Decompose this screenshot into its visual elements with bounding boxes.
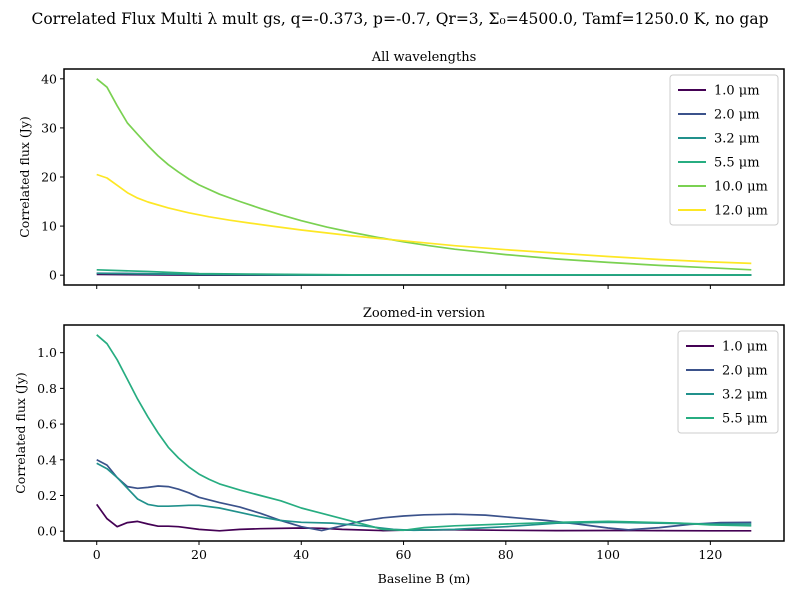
figure-suptitle: Correlated Flux Multi λ mult gs, q=-0.37…	[31, 10, 769, 28]
x-tick-label: 0	[93, 547, 101, 562]
legend-label: 1.0 μm	[722, 340, 768, 355]
x-tick-label: 100	[596, 547, 620, 562]
y-tick-label: 0.6	[37, 417, 57, 432]
series-line-3	[96, 462, 752, 532]
chart-panel-2: Zoomed-in version 0 20 40 60 80 100 120 0.0 0.2 0.…	[13, 306, 785, 586]
legend-label: 1.0 μm	[714, 84, 760, 99]
series-group	[96, 334, 752, 532]
legend-label: 3.2 μm	[722, 388, 768, 403]
chart-title: Zoomed-in version	[363, 306, 486, 321]
legend-label: 5.5 μm	[714, 156, 760, 171]
legend-label: 12.0 μm	[714, 204, 768, 219]
x-tick-label: 40	[293, 547, 309, 562]
series-line-1	[96, 503, 752, 532]
series-line-4	[96, 334, 752, 532]
x-tick-label: 120	[698, 547, 722, 562]
x-tick-label: 20	[191, 547, 207, 562]
y-tick-label: 0	[49, 268, 57, 283]
series-line-5	[96, 78, 752, 271]
x-tick-label: 60	[396, 547, 412, 562]
y-tick-label: 0.0	[37, 524, 57, 539]
y-tick-label: 40	[41, 71, 57, 86]
x-tick-label: 80	[498, 547, 514, 562]
legend: 1.0 μm 2.0 μm 3.2 μm 5.5 μm	[677, 330, 779, 434]
series-line-6	[96, 173, 752, 265]
plot-frame	[63, 324, 785, 542]
y-tick-label: 1.0	[37, 345, 57, 360]
legend-box	[669, 74, 779, 226]
y-tick-label: 0.4	[37, 452, 57, 467]
y-axis-label: Correlated flux (Jy)	[13, 372, 28, 494]
y-tick-label: 20	[41, 170, 57, 185]
y-tick-label: 0.8	[37, 381, 57, 396]
legend-label: 2.0 μm	[722, 364, 768, 379]
legend-label: 5.5 μm	[722, 412, 768, 427]
y-tick-label: 30	[41, 120, 57, 135]
legend-label: 2.0 μm	[714, 108, 760, 123]
y-tick-label: 10	[41, 219, 57, 234]
series-line-4	[96, 268, 752, 277]
legend: 1.0 μm 2.0 μm 3.2 μm 5.5 μm 10.0 μm 12.0 μm	[669, 74, 779, 226]
legend-box	[677, 330, 779, 434]
chart-title: All wavelengths	[371, 50, 477, 65]
series-group	[96, 78, 752, 277]
y-tick-label: 0.2	[37, 488, 57, 503]
series-line-2	[96, 459, 752, 532]
y-axis-label: Correlated flux (Jy)	[17, 116, 32, 238]
legend-label: 10.0 μm	[714, 180, 768, 195]
legend-label: 3.2 μm	[714, 132, 760, 147]
chart-panel-1: All wavelengths 0 10 20 30 40 Correlated flux …	[17, 50, 785, 289]
x-axis-label: Baseline B (m)	[378, 571, 471, 586]
